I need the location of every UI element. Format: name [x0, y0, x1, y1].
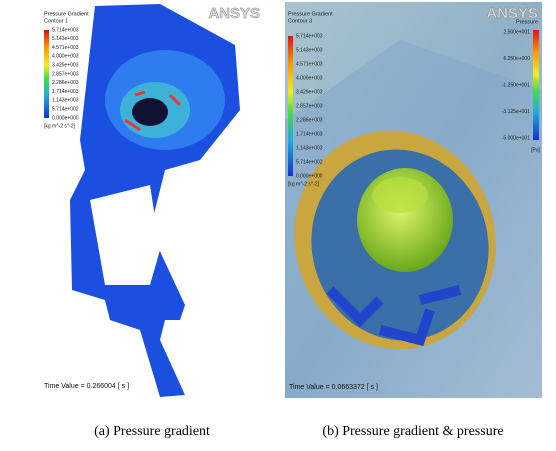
legend-label: 0.000e+000: [296, 173, 323, 179]
legend-label: 5.714e+003: [52, 27, 79, 33]
figure: Pressure GradientContour 1ANSYS5.714e+00…: [0, 0, 556, 446]
second-legend-label: -5.000e+001: [502, 135, 530, 141]
legend-label: 1.714e+003: [296, 131, 323, 137]
legend-label: 5.714e+002: [296, 159, 323, 165]
legend-label: 0.000e+000: [52, 115, 79, 121]
second-legend-label: 6.250e+000: [503, 56, 530, 62]
legend-label: 3.429e+003: [296, 89, 323, 95]
legend-label: 2.286e+003: [296, 117, 323, 123]
colorbar: [288, 36, 293, 176]
legend-label: 4.000e+003: [52, 54, 79, 60]
legend-label: 2.857e+003: [296, 103, 323, 109]
second-colorbar: [533, 30, 539, 140]
legend-label: 2.857e+003: [52, 71, 79, 77]
legend-label: 4.000e+003: [296, 75, 323, 81]
legend-label: 4.571e+003: [52, 45, 79, 51]
panel-title: Pressure Gradient: [44, 11, 89, 17]
logo: ANSYS: [208, 5, 260, 22]
legend-unit: [kg m^-2 s^-2]: [288, 181, 320, 187]
panel-subtitle: Contour 3: [288, 18, 312, 24]
legend-label: 5.714e+002: [52, 107, 79, 113]
legend-label: 5.143e+003: [52, 36, 79, 42]
left-image: [40, 2, 264, 398]
second-legend-label: -3.125e+001: [502, 109, 530, 115]
legend-label: 1.714e+003: [52, 89, 79, 95]
second-legend-label: -1.250e+001: [502, 82, 530, 88]
caption: (a) Pressure gradient: [94, 424, 210, 439]
legend-label: 2.286e+003: [52, 80, 79, 86]
colorbar: [44, 30, 49, 118]
legend-label: 5.714e+003: [296, 33, 323, 39]
panel-subtitle: Contour 1: [44, 18, 68, 24]
legend-label: 3.429e+003: [52, 63, 79, 69]
legend-label: 1.143e+003: [296, 145, 323, 151]
legend-label: 4.571e+003: [296, 61, 323, 67]
panel-title: Pressure Gradient: [288, 11, 333, 17]
legend-label: 5.143e+003: [296, 47, 323, 53]
time-value: Time Value = 0.0663372 [ s ]: [289, 384, 378, 391]
time-value: Time Value = 0.266004 [ s ]: [44, 383, 129, 390]
legend-label: 1.143e+003: [52, 98, 79, 104]
second-legend-label: 2.500e+001: [503, 29, 530, 35]
second-unit: [Pa]: [531, 147, 541, 153]
legend-unit: [kg m^-2 s^-2]: [44, 123, 76, 129]
second-title: Pressure: [516, 19, 538, 25]
caption: (b) Pressure gradient & pressure: [322, 424, 503, 439]
